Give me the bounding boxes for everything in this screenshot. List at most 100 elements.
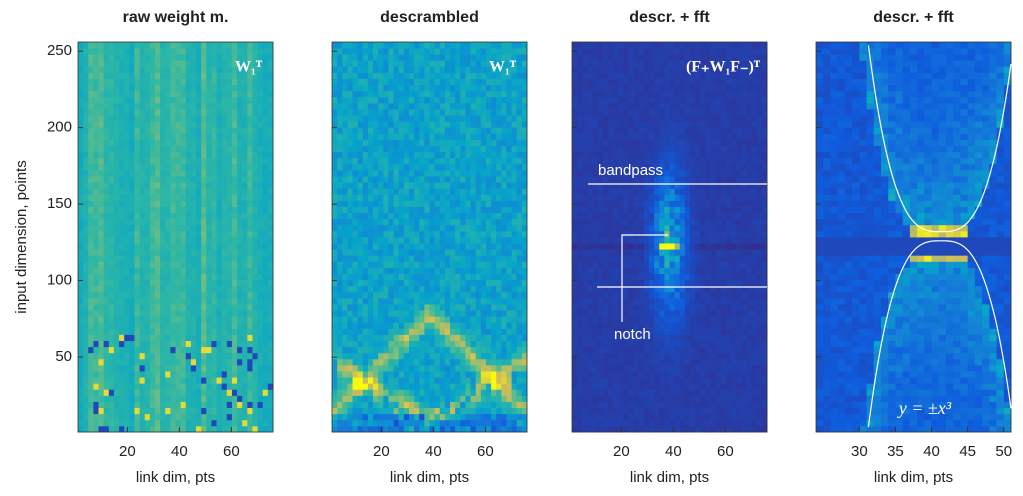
heatmap-cell <box>388 408 394 414</box>
heatmap-cell <box>134 298 140 304</box>
heatmap-cell <box>170 341 176 347</box>
heatmap-cell <box>222 60 228 66</box>
heatmap-cell <box>119 328 125 334</box>
heatmap-cell <box>227 121 233 127</box>
heatmap-cell <box>512 280 518 286</box>
heatmap-cell <box>435 66 441 72</box>
heatmap-cell <box>196 140 202 146</box>
heatmap-cell <box>93 127 99 133</box>
heatmap-cell <box>145 231 151 237</box>
heatmap-cell <box>196 194 202 200</box>
heatmap-cell <box>460 286 466 292</box>
heatmap-cell <box>512 140 518 146</box>
heatmap-cell <box>522 365 528 371</box>
heatmap-cell <box>378 127 384 133</box>
heatmap-cell <box>373 286 379 292</box>
heatmap-cell <box>222 249 228 255</box>
heatmap-cell <box>368 298 374 304</box>
heatmap-cell <box>119 54 125 60</box>
heatmap-cell <box>186 359 192 365</box>
heatmap-cell <box>476 402 482 408</box>
heatmap-cell <box>404 127 410 133</box>
heatmap-cell <box>83 176 89 182</box>
heatmap-cell <box>353 353 359 359</box>
heatmap-cell <box>414 72 420 78</box>
heatmap-cell <box>342 170 348 176</box>
heatmap-cell <box>368 353 374 359</box>
heatmap-cell <box>353 127 359 133</box>
heatmap-cell <box>430 170 436 176</box>
heatmap-cell <box>268 353 274 359</box>
heatmap-cell <box>394 408 400 414</box>
heatmap-cell <box>196 188 202 194</box>
heatmap-cell <box>394 60 400 66</box>
heatmap-cell <box>140 213 146 219</box>
heatmap-cell <box>170 292 176 298</box>
heatmap-cell <box>145 249 151 255</box>
heatmap-cell <box>430 353 436 359</box>
heatmap-cell <box>572 225 578 231</box>
heatmap-cell <box>93 249 99 255</box>
heatmap-cell <box>109 97 115 103</box>
heatmap-cell <box>170 60 176 66</box>
heatmap-cell <box>181 115 187 121</box>
heatmap-cell <box>373 274 379 280</box>
heatmap-cell <box>150 298 156 304</box>
heatmap-cell <box>445 310 451 316</box>
heatmap-cell <box>165 146 171 152</box>
heatmap-cell <box>424 377 430 383</box>
heatmap-cell <box>476 164 482 170</box>
heatmap-cell <box>242 133 248 139</box>
heatmap-cell <box>378 188 384 194</box>
heatmap-cell <box>353 420 359 426</box>
heatmap-cell <box>373 140 379 146</box>
heatmap-cell <box>109 359 115 365</box>
heatmap-cell <box>170 200 176 206</box>
heatmap-cell <box>471 194 477 200</box>
heatmap-cell <box>78 341 84 347</box>
heatmap-cell <box>481 261 487 267</box>
heatmap-cell <box>109 286 115 292</box>
heatmap-cell <box>435 170 441 176</box>
heatmap-cell <box>404 359 410 365</box>
heatmap-cell <box>491 298 497 304</box>
heatmap-cell <box>99 316 105 322</box>
heatmap-cell <box>337 347 343 353</box>
heatmap-cell <box>332 371 338 377</box>
heatmap-cell <box>577 146 583 152</box>
heatmap-cell <box>501 103 507 109</box>
heatmap-cell <box>481 54 487 60</box>
heatmap-cell <box>170 176 176 182</box>
heatmap-cell <box>206 72 212 78</box>
heatmap-cell <box>181 274 187 280</box>
heatmap-cell <box>404 310 410 316</box>
heatmap-cell <box>424 286 430 292</box>
heatmap-cell <box>237 127 243 133</box>
heatmap-cell <box>476 243 482 249</box>
heatmap-cell <box>114 213 120 219</box>
heatmap-cell <box>476 79 482 85</box>
heatmap-cell <box>347 219 353 225</box>
heatmap-cell <box>119 146 125 152</box>
heatmap-cell <box>332 170 338 176</box>
heatmap-cell <box>399 255 405 261</box>
heatmap-cell <box>129 225 135 231</box>
heatmap-cell <box>430 164 436 170</box>
heatmap-cell <box>222 316 228 322</box>
heatmap-cell <box>414 255 420 261</box>
heatmap-cell <box>206 353 212 359</box>
heatmap-cell <box>155 341 161 347</box>
heatmap-cell <box>119 91 125 97</box>
heatmap-cell <box>577 170 583 176</box>
heatmap-cell <box>114 328 120 334</box>
heatmap-cell <box>435 225 441 231</box>
heatmap-cell <box>414 420 420 426</box>
heatmap-cell <box>486 371 492 377</box>
heatmap-cell <box>268 194 274 200</box>
heatmap-cell <box>206 280 212 286</box>
heatmap-cell <box>165 225 171 231</box>
heatmap-cell <box>134 359 140 365</box>
heatmap-cell <box>347 267 353 273</box>
heatmap-cell <box>232 164 238 170</box>
heatmap-cell <box>99 72 105 78</box>
